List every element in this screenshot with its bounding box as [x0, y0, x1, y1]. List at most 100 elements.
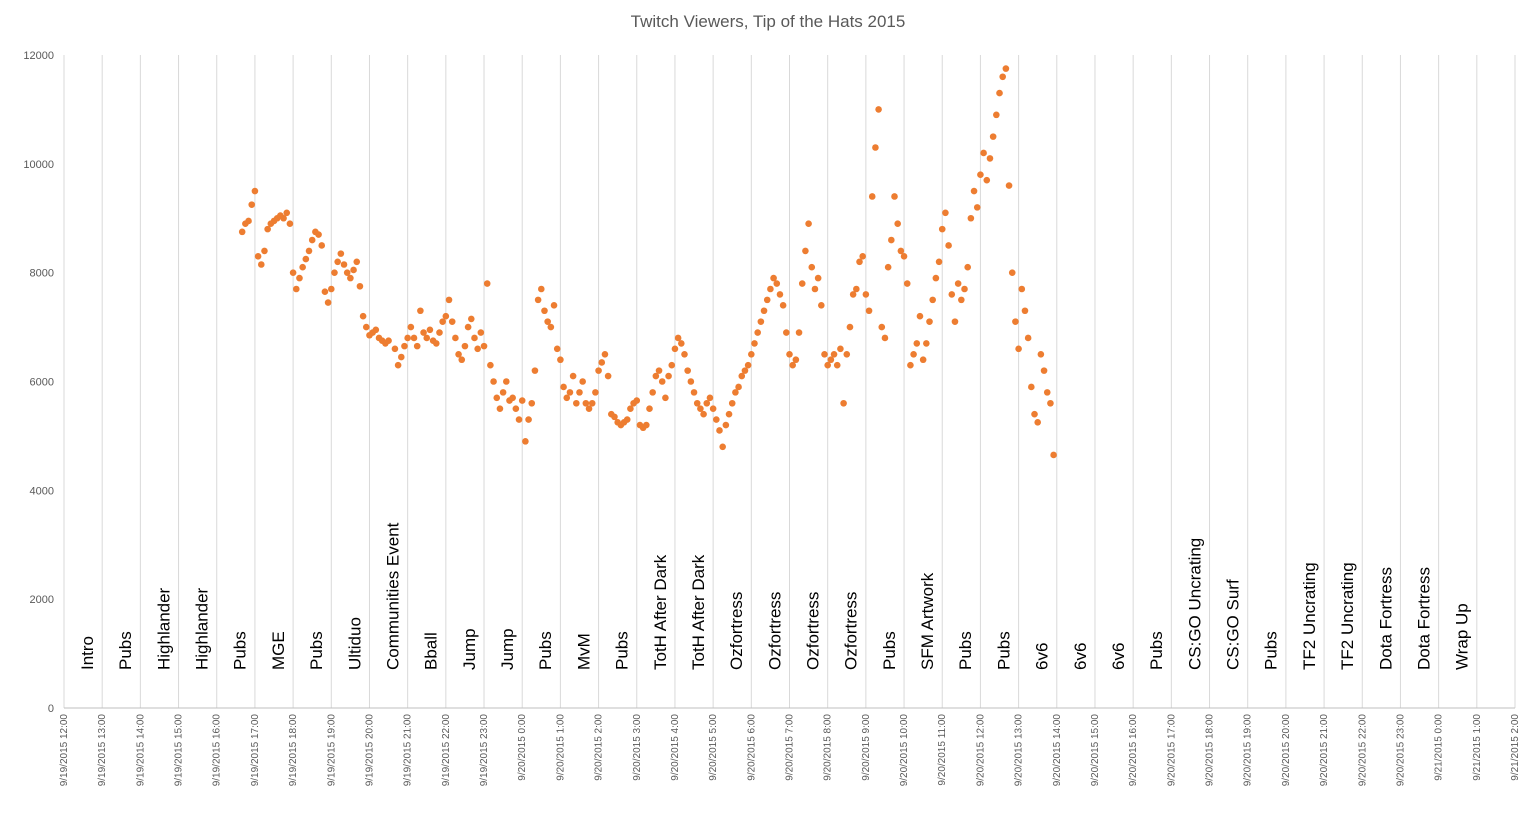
data-point: [397, 353, 405, 361]
data-point: [557, 356, 564, 364]
data-point: [884, 263, 892, 271]
y-tick-label: 6000: [30, 377, 54, 389]
data-point: [849, 291, 857, 298]
data-point: [432, 340, 440, 347]
data-point: [296, 274, 303, 282]
data-point: [588, 399, 596, 407]
data-point: [579, 378, 586, 385]
x-tick-label: 9/20/2015 20:00: [1281, 714, 1292, 787]
data-point: [649, 389, 656, 396]
data-point: [531, 367, 539, 374]
data-point: [668, 361, 676, 369]
data-point: [439, 318, 446, 325]
x-tick-label: 9/20/2015 21:00: [1319, 714, 1330, 787]
data-point: [843, 350, 851, 358]
data-point: [662, 394, 669, 402]
x-tick-label: 9/20/2015 17:00: [1166, 714, 1177, 787]
data-point: [938, 225, 946, 233]
data-point: [741, 367, 749, 374]
data-point: [792, 356, 800, 364]
data-point: [859, 253, 866, 260]
data-point: [973, 204, 981, 211]
data-point: [856, 258, 863, 266]
data-point: [646, 405, 653, 413]
data-point: [302, 255, 310, 263]
data-point: [601, 350, 609, 358]
data-point: [1037, 350, 1045, 358]
data-point: [315, 231, 322, 238]
segment-label: Pubs: [1262, 631, 1281, 670]
data-point: [445, 296, 453, 304]
segment-label: MvM: [574, 633, 593, 670]
data-point: [417, 307, 424, 315]
segment-label: Pubs: [1147, 631, 1166, 670]
data-point: [862, 291, 870, 298]
data-point: [280, 214, 287, 222]
data-point: [853, 285, 860, 293]
data-point: [779, 302, 787, 309]
x-tick-label: 9/20/2015 6:00: [746, 714, 757, 781]
x-tick-label: 9/20/2015 1:00: [555, 714, 566, 781]
data-point: [888, 236, 895, 244]
segment-label: Ozfortress: [765, 592, 784, 670]
data-point: [461, 342, 469, 350]
x-tick-label: 9/19/2015 21:00: [403, 714, 414, 787]
data-point: [464, 323, 472, 331]
x-tick-label: 9/19/2015 13:00: [97, 714, 108, 787]
data-point: [515, 416, 523, 423]
segment-label: Communities Event: [383, 522, 402, 670]
data-point: [821, 350, 828, 358]
data-point: [528, 399, 536, 407]
data-point: [604, 372, 612, 380]
data-point: [499, 389, 507, 396]
data-point: [735, 383, 742, 391]
data-point: [318, 242, 326, 249]
data-point: [359, 312, 367, 320]
data-point: [544, 318, 551, 325]
x-tick-label: 9/20/2015 5:00: [708, 714, 719, 781]
data-point: [678, 340, 685, 347]
data-point: [522, 438, 529, 445]
data-point: [643, 421, 650, 429]
data-point: [550, 302, 558, 309]
data-point: [996, 89, 1003, 97]
data-point: [881, 334, 889, 342]
data-point: [846, 323, 854, 331]
data-point: [767, 285, 774, 293]
data-point: [983, 176, 991, 184]
data-point: [744, 361, 752, 369]
data-point: [945, 242, 952, 249]
data-point: [331, 269, 338, 276]
data-point: [951, 318, 959, 325]
data-point: [878, 323, 886, 331]
data-point: [623, 416, 631, 423]
data-point: [321, 288, 329, 296]
data-point: [509, 394, 516, 402]
data-point: [1008, 269, 1016, 276]
segment-label: Pubs: [880, 631, 899, 670]
data-point: [808, 263, 816, 271]
data-point: [913, 340, 921, 347]
x-tick-label: 9/19/2015 22:00: [441, 714, 452, 787]
data-point: [627, 405, 634, 413]
data-point: [442, 312, 450, 320]
segment-labels: Intro Pubs Highlander Highlander Pubs MGE Pubs…: [78, 522, 1472, 670]
data-point: [1043, 389, 1051, 396]
data-point: [798, 280, 806, 287]
data-point: [954, 280, 962, 287]
x-tick-label: 9/21/2015 2:00: [1510, 714, 1521, 781]
x-tick-label: 9/20/2015 18:00: [1205, 714, 1216, 787]
x-tick-label: 9/20/2015 2:00: [594, 714, 605, 781]
data-point: [693, 399, 701, 407]
segment-label: 6v6: [1109, 643, 1128, 670]
x-tick-label: 9/19/2015 20:00: [364, 714, 375, 787]
data-point: [948, 291, 956, 298]
segment-label: 6v6: [1071, 643, 1090, 670]
data-point: [1021, 307, 1029, 315]
data-point: [458, 356, 466, 364]
data-point: [891, 193, 898, 200]
data-point: [872, 144, 879, 151]
data-point: [907, 361, 914, 369]
segment-label: TF2 Uncrating: [1300, 562, 1319, 670]
